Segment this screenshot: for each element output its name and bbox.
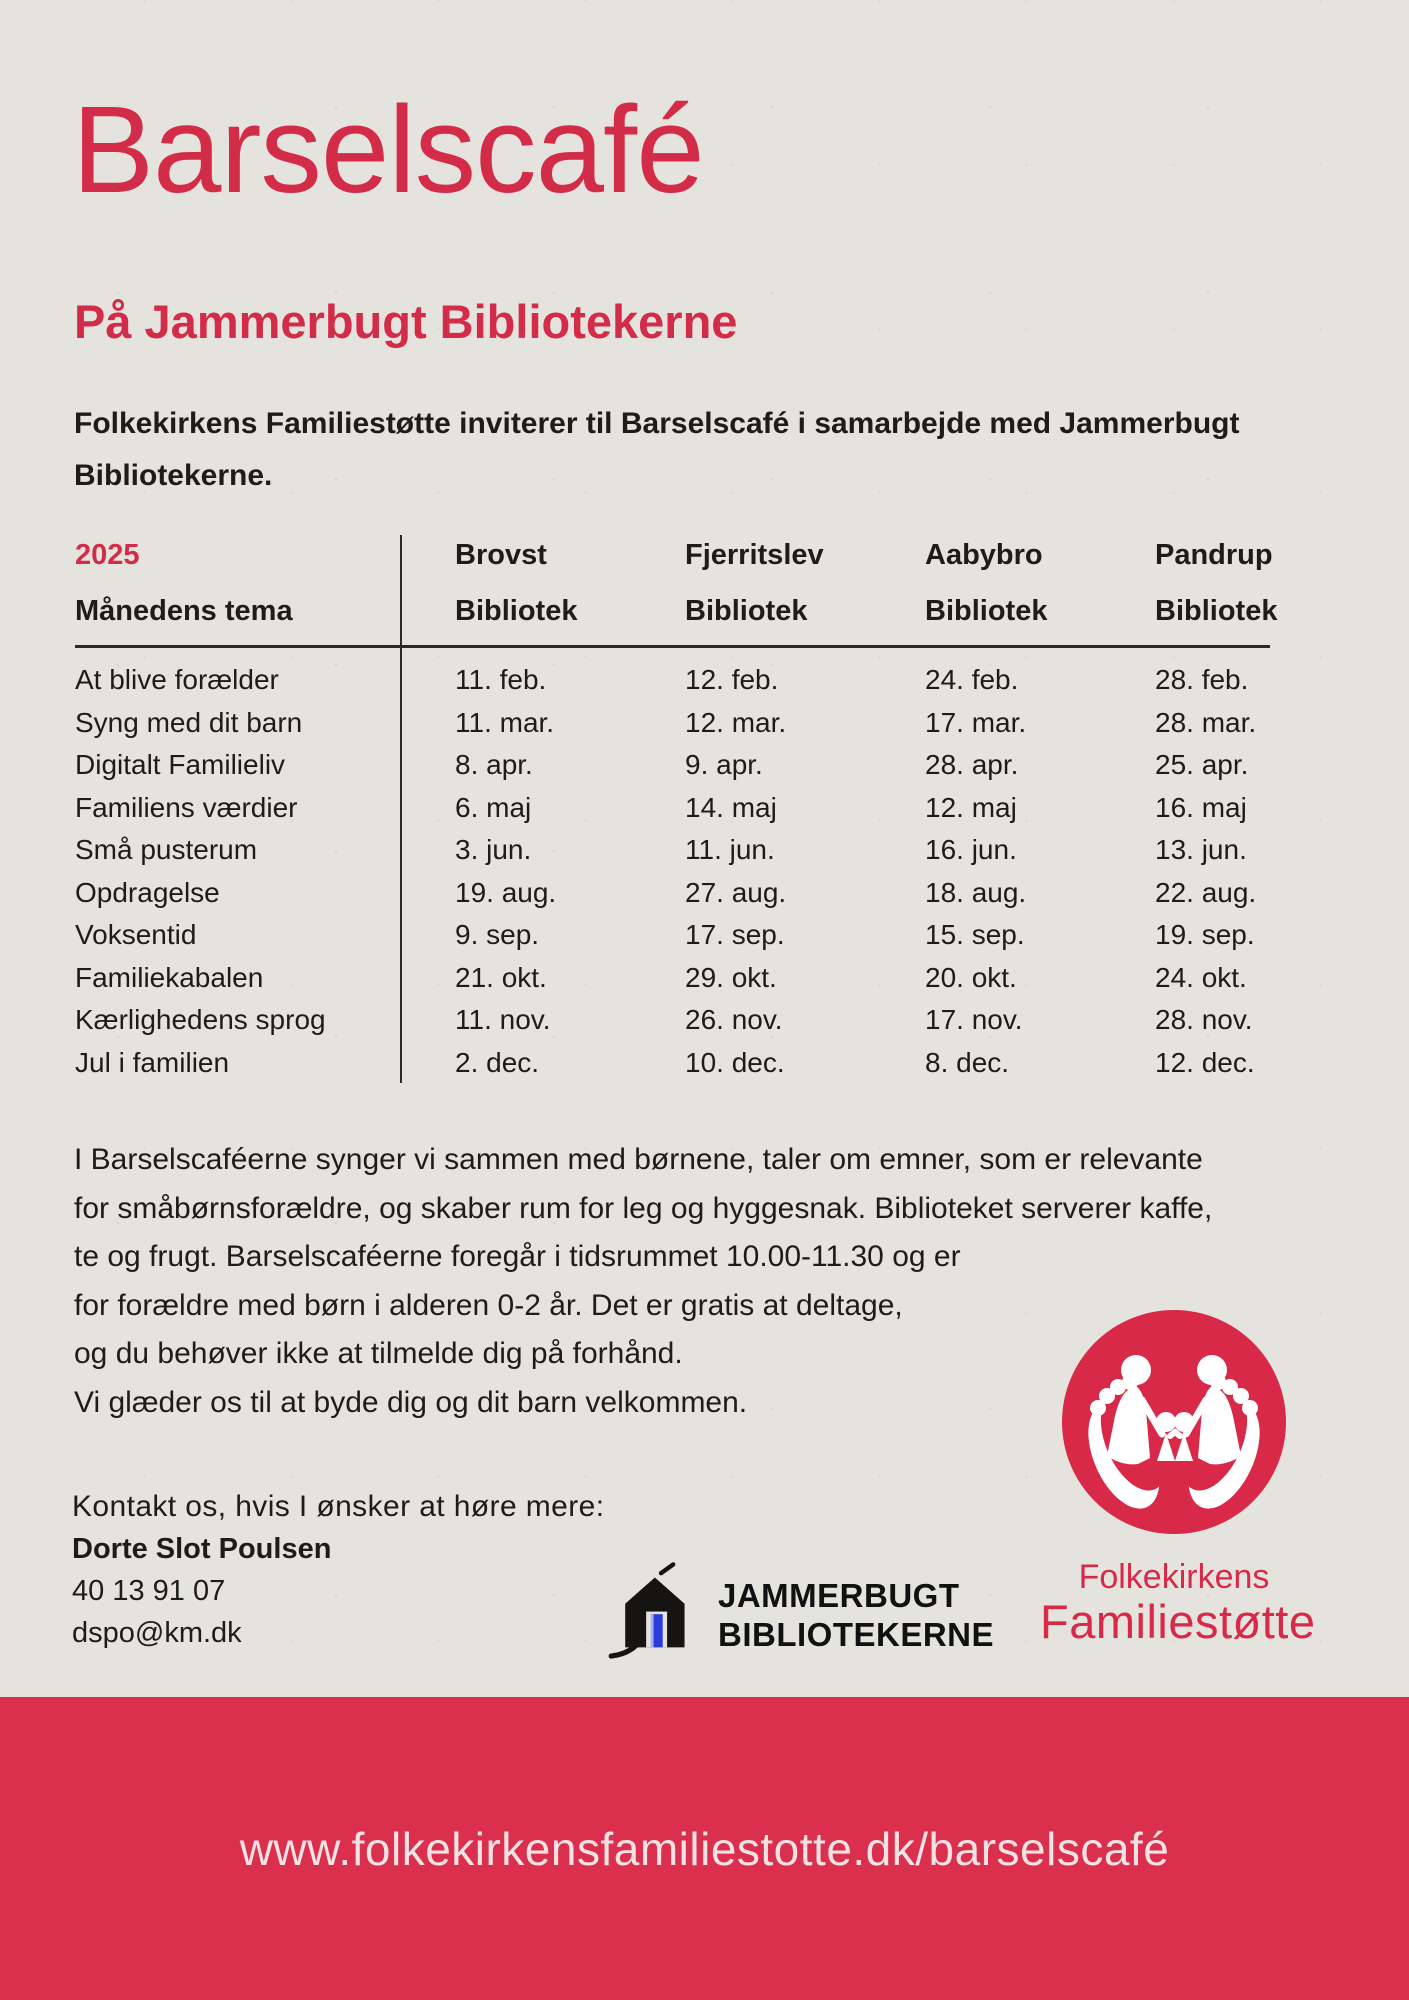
intro-line: Folkekirkens Familiestøtte inviterer til… xyxy=(74,407,1240,440)
theme-cell: Familiekabalen xyxy=(75,961,264,993)
footer-band: www.folkekirkensfamiliestotte.dk/barsels… xyxy=(0,1697,1409,2000)
intro-text: Folkekirkens Familiestøtte inviterer til… xyxy=(74,398,1239,502)
year-label: 2025 xyxy=(75,539,140,571)
date-cell: 11. mar. xyxy=(455,706,555,738)
table-row: At blive forælder 11. feb. 12. feb. 24. … xyxy=(75,659,1275,702)
contact-email: dspo@km.dk xyxy=(72,1617,242,1649)
date-cell: 28. apr. xyxy=(925,749,1019,780)
date-cell: 14. maj xyxy=(685,791,777,823)
theme-cell: Små pusterum xyxy=(75,834,258,865)
library-house-icon xyxy=(606,1560,702,1669)
library-logo-text: JAMMERBUGT BIBLIOTEKERNE xyxy=(718,1576,995,1653)
description-line: Vi glæder os til at byde dig og dit barn… xyxy=(74,1385,748,1419)
date-cell: 12. feb. xyxy=(685,664,779,695)
description-text: I Barselscaféerne synger vi sammen med b… xyxy=(74,1136,1212,1427)
family-logo-wordmark: Familiestøtte xyxy=(1040,1595,1316,1648)
description-line: og du behøver ikke at tilmelde dig på fo… xyxy=(74,1337,683,1370)
date-cell: 28. nov. xyxy=(1155,1004,1253,1035)
date-cell: 19. sep. xyxy=(1155,919,1255,950)
date-cell: 12. mar. xyxy=(685,706,787,738)
table-row: Opdragelse 19. aug. 27. aug. 18. aug. 22… xyxy=(75,872,1275,915)
date-cell: 12. dec. xyxy=(1155,1046,1255,1078)
description-line: for småbørnsforældre, og skaber rum for … xyxy=(74,1191,1213,1225)
table-row: Voksentid 9. sep. 17. sep. 15. sep. 19. … xyxy=(75,914,1275,957)
date-cell: 15. sep. xyxy=(925,919,1025,950)
date-cell: 24. feb. xyxy=(925,664,1019,695)
date-cell: 19. aug. xyxy=(455,876,557,908)
column-header-brovst: Brovst Bibliotek xyxy=(455,539,578,627)
intro-line: Bibliotekerne. xyxy=(74,459,273,492)
table-row: Syng med dit barn 11. mar. 12. mar. 17. … xyxy=(75,702,1275,745)
date-cell: 26. nov. xyxy=(685,1004,783,1035)
page-subtitle: På Jammerbugt Bibliotekerne xyxy=(74,295,738,348)
date-cell: 11. feb. xyxy=(455,664,547,695)
contact-heading: Kontakt os, hvis I ønsker at høre mere: xyxy=(72,1490,605,1523)
date-cell: 10. dec. xyxy=(685,1046,785,1078)
description-line: I Barselscaféerne synger vi sammen med b… xyxy=(74,1143,1203,1176)
date-cell: 11. nov. xyxy=(455,1004,551,1035)
date-cell: 28. feb. xyxy=(1155,664,1249,695)
date-cell: 29. okt. xyxy=(685,961,777,993)
table-row: Kærlighedens sprog 11. nov. 26. nov. 17.… xyxy=(75,999,1275,1042)
theme-cell: Jul i familien xyxy=(75,1046,230,1078)
date-cell: 13. jun. xyxy=(1155,834,1247,865)
description-line: te og frugt. Barselscaféerne foregår i t… xyxy=(74,1240,961,1273)
table-body: At blive forælder 11. feb. 12. feb. 24. … xyxy=(75,659,1275,1084)
date-cell: 16. jun. xyxy=(925,834,1017,865)
date-cell: 9. apr. xyxy=(685,749,763,780)
description-line: for forældre med børn i alderen 0-2 år. … xyxy=(74,1288,903,1322)
date-cell: 16. maj xyxy=(1155,791,1247,823)
theme-header-label: Månedens tema xyxy=(75,595,293,627)
table-row: Familiens værdier 6. maj 14. maj 12. maj… xyxy=(75,787,1275,830)
date-cell: 24. okt. xyxy=(1155,961,1247,993)
column-header-pandrup: Pandrup Bibliotek xyxy=(1155,539,1278,627)
date-cell: 3. jun. xyxy=(455,834,532,865)
date-cell: 2. dec. xyxy=(455,1046,540,1078)
footer-url: www.folkekirkensfamiliestotte.dk/barsels… xyxy=(239,1822,1170,1875)
library-logo: JAMMERBUGT BIBLIOTEKERNE xyxy=(606,1560,994,1669)
schedule-table: 2025 Månedens tema Brovst Bibliotek Fjer… xyxy=(75,523,1278,1088)
family-support-logo: Folkekirkens Familiestøtte xyxy=(1040,1306,1316,1648)
date-cell: 25. apr. xyxy=(1155,749,1249,780)
date-cell: 8. apr. xyxy=(455,749,533,780)
theme-cell: Opdragelse xyxy=(75,876,220,908)
theme-cell: Kærlighedens sprog xyxy=(75,1004,326,1035)
date-cell: 17. mar. xyxy=(925,706,1027,738)
theme-cell: Digitalt Familieliv xyxy=(75,749,286,780)
theme-column-header: 2025 Månedens tema xyxy=(75,527,455,639)
date-cell: 28. mar. xyxy=(1155,706,1257,738)
date-cell: 11. jun. xyxy=(685,834,775,865)
table-row: Jul i familien 2. dec. 10. dec. 8. dec. … xyxy=(75,1042,1275,1085)
table-row: Familiekabalen 21. okt. 29. okt. 20. okt… xyxy=(75,957,1275,1000)
table-row: Små pusterum 3. jun. 11. jun. 16. jun. 1… xyxy=(75,829,1275,872)
column-header-fjerritslev: Fjerritslev Bibliotek xyxy=(685,539,824,627)
date-cell: 6. maj xyxy=(455,791,532,823)
contact-phone: 40 13 91 07 xyxy=(72,1575,226,1607)
table-header-row: 2025 Månedens tema Brovst Bibliotek Fjer… xyxy=(75,527,1278,639)
date-cell: 20. okt. xyxy=(925,961,1017,993)
column-header-aabybro: Aabybro Bibliotek xyxy=(925,539,1048,627)
theme-cell: At blive forælder xyxy=(75,664,279,695)
contact-name: Dorte Slot Poulsen xyxy=(72,1533,332,1565)
date-cell: 18. aug. xyxy=(925,876,1027,908)
table-header-rule xyxy=(75,645,1270,648)
date-cell: 17. sep. xyxy=(685,919,785,950)
date-cell: 21. okt. xyxy=(455,961,547,993)
contact-block: Kontakt os, hvis I ønsker at høre mere: … xyxy=(72,1486,604,1654)
theme-cell: Familiens værdier xyxy=(75,791,298,823)
table-vertical-divider xyxy=(400,535,402,1083)
date-cell: 27. aug. xyxy=(685,876,787,908)
table-row: Digitalt Familieliv 8. apr. 9. apr. 28. … xyxy=(75,744,1275,787)
date-cell: 22. aug. xyxy=(1155,876,1257,908)
theme-cell: Voksentid xyxy=(75,919,197,950)
theme-cell: Syng med dit barn xyxy=(75,706,303,738)
date-cell: 12. maj xyxy=(925,791,1017,823)
family-logo-wordmark: Folkekirkens xyxy=(1078,1558,1270,1596)
date-cell: 17. nov. xyxy=(925,1004,1023,1035)
family-circle-icon xyxy=(1054,1310,1294,1550)
page-title: Barselscafé xyxy=(72,82,705,219)
date-cell: 9. sep. xyxy=(455,919,540,950)
date-cell: 8. dec. xyxy=(925,1046,1010,1078)
